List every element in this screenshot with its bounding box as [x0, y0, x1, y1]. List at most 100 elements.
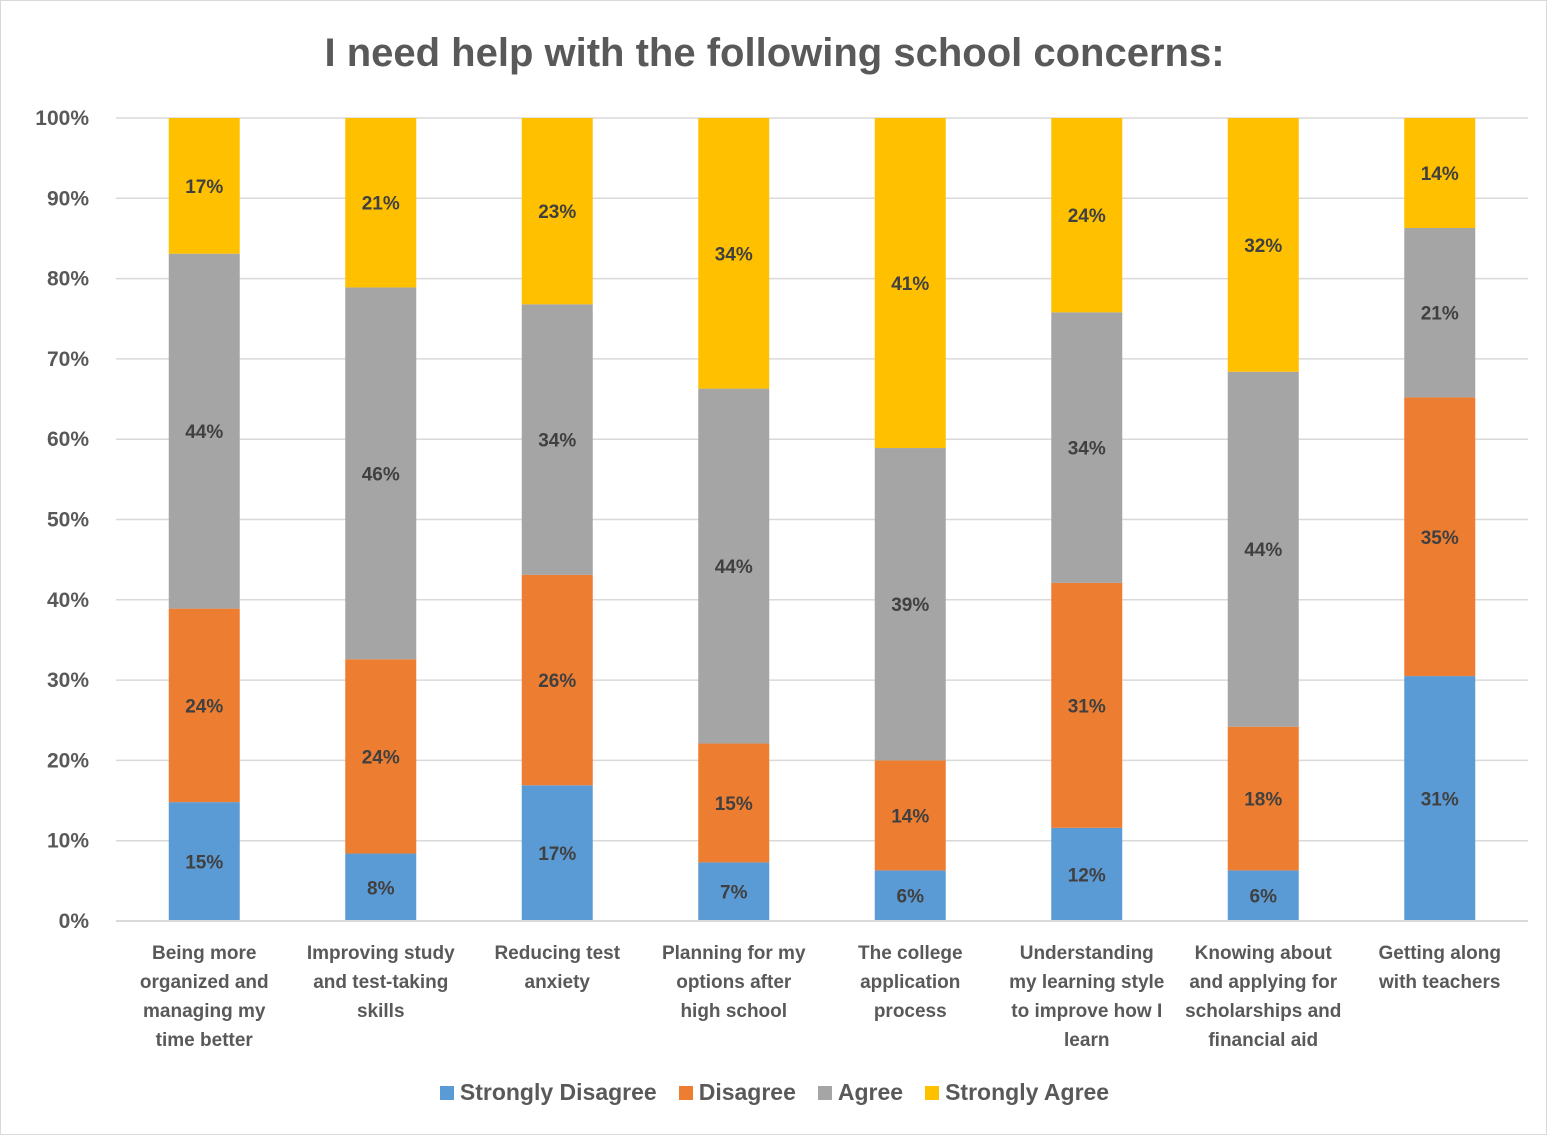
bar-segment [1051, 582, 1123, 828]
y-tick-label: 0% [59, 910, 90, 933]
category-label: Reducing test anxiety [494, 943, 620, 993]
category-label-line: managing my [143, 1001, 266, 1022]
data-label: 24% [362, 747, 400, 768]
legend-label: Strongly Disagree [459, 1079, 657, 1105]
chart-title: I need help with the following school co… [324, 31, 1225, 75]
category-label-line: Understanding [1020, 943, 1154, 964]
legend-label: Strongly Agree [945, 1079, 1110, 1105]
category-label: Improving study and test-taking skills [307, 943, 455, 1022]
category-label-line: Reducing test [494, 943, 620, 964]
category-label-line: my learning style [1009, 972, 1164, 993]
bar-segment [1227, 371, 1299, 727]
data-label: 8% [367, 878, 395, 899]
bar-segment [874, 870, 946, 921]
category-label: Understanding my learning style to improve… [1009, 943, 1164, 1051]
category-label-line: application [860, 972, 960, 993]
category-label-line: time better [156, 1030, 254, 1051]
legend: Strongly Disagree Disagree Agree Strongly A… [1, 1079, 1547, 1106]
y-tick-label: 20% [47, 749, 89, 772]
category-label: Getting along with teachers [1378, 943, 1501, 993]
data-label: 46% [362, 464, 400, 485]
legend-swatch [439, 1085, 454, 1100]
y-tick-label: 40% [47, 589, 89, 612]
category-label: Planning for my options after high school [662, 943, 806, 1022]
data-label: 15% [185, 853, 223, 874]
legend-label: Agree [837, 1079, 904, 1105]
data-label: 26% [538, 671, 576, 692]
data-label: 44% [185, 422, 223, 443]
bar-segment [345, 853, 417, 921]
data-label: 14% [891, 806, 929, 827]
y-tick-label: 50% [47, 509, 89, 532]
bar-segment [874, 448, 946, 761]
category-label-line: skills [357, 1001, 405, 1022]
data-label: 41% [891, 274, 929, 295]
bar-segment [521, 574, 593, 786]
category-label: The college application process [858, 943, 963, 1022]
bar-segment [1227, 870, 1299, 921]
bar-segment [1227, 118, 1299, 372]
category-label-line: options after [676, 972, 792, 993]
category-label-line: and applying for [1189, 972, 1337, 993]
category-label: Knowing about and applying for scholarship… [1185, 943, 1341, 1051]
data-label: 12% [1068, 865, 1106, 886]
bar-segment [1404, 118, 1476, 229]
bar-segment [1051, 118, 1123, 313]
data-label: 32% [1244, 236, 1282, 257]
category-label-line: to improve how I [1011, 1001, 1162, 1022]
bar-segment [698, 743, 770, 863]
bar-segment [345, 118, 417, 288]
bar-segment [1051, 312, 1123, 583]
y-tick-label: 10% [47, 830, 89, 853]
data-label: 17% [538, 844, 576, 865]
legend-item: Strongly Disagree [439, 1079, 657, 1106]
category-label-line: anxiety [525, 972, 591, 993]
category-label-line: Knowing about [1195, 943, 1333, 964]
category-label-line: The college [858, 943, 963, 964]
legend-swatch [925, 1085, 940, 1100]
bar-segment [1227, 726, 1299, 871]
data-label: 21% [362, 194, 400, 215]
data-label: 7% [720, 883, 748, 904]
bar-segment [1051, 827, 1123, 921]
bar-segment [1404, 397, 1476, 677]
y-tick-label: 80% [47, 268, 89, 291]
bar-segment [698, 118, 770, 389]
category-label-line: and test-taking [313, 972, 448, 993]
bar-segment [1404, 676, 1476, 921]
bar-segment [698, 862, 770, 921]
legend-item: Agree [817, 1079, 904, 1106]
category-label-line: financial aid [1208, 1030, 1318, 1051]
data-label: 31% [1421, 790, 1459, 811]
bar-segment [168, 802, 240, 921]
bar-segment [874, 760, 946, 871]
data-label: 35% [1421, 528, 1459, 549]
legend-label: Disagree [698, 1079, 796, 1105]
data-label: 24% [1068, 206, 1106, 227]
data-label: 39% [891, 595, 929, 616]
category-label-line: process [874, 1001, 947, 1022]
data-label: 14% [1421, 164, 1459, 185]
bar-segment [168, 253, 240, 609]
bar-segment [345, 659, 417, 854]
data-label: 24% [185, 696, 223, 717]
data-label: 34% [538, 431, 576, 452]
y-tick-label: 30% [47, 669, 89, 692]
bar-segment [521, 118, 593, 305]
bar-segment [521, 785, 593, 921]
category-label-line: Getting along [1379, 943, 1501, 964]
data-label: 21% [1421, 304, 1459, 325]
bar-segment [345, 287, 417, 660]
y-tick-label: 90% [47, 187, 89, 210]
category-label-line: learn [1064, 1030, 1109, 1051]
bar-segment [874, 118, 946, 449]
bar-segment [698, 388, 770, 744]
data-label: 31% [1068, 696, 1106, 717]
data-label: 6% [1250, 887, 1278, 908]
data-label: 34% [715, 244, 753, 265]
category-label-line: scholarships and [1185, 1001, 1341, 1022]
y-tick-label: 60% [47, 428, 89, 451]
data-label: 34% [1068, 439, 1106, 460]
